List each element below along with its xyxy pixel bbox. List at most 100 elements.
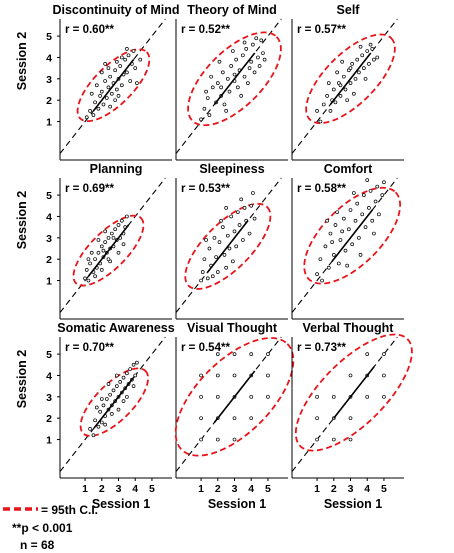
data-point bbox=[315, 394, 319, 399]
data-point bbox=[220, 225, 225, 229]
data-point bbox=[93, 274, 97, 279]
data-point bbox=[135, 360, 139, 365]
data-point bbox=[382, 352, 386, 356]
data-point bbox=[362, 66, 366, 70]
data-point bbox=[114, 59, 119, 64]
y-tick-label: 2 bbox=[46, 254, 52, 266]
x-axis-label: Session 1 bbox=[324, 497, 382, 511]
y-tick-label: 4 bbox=[46, 211, 52, 223]
r-label: r = 0.54** bbox=[181, 342, 230, 354]
data-point bbox=[219, 218, 223, 223]
data-point bbox=[330, 240, 334, 244]
data-point bbox=[239, 94, 244, 98]
data-point bbox=[106, 257, 111, 262]
fit-line bbox=[329, 52, 372, 106]
data-point bbox=[368, 188, 373, 193]
data-point bbox=[93, 257, 97, 262]
data-point bbox=[232, 72, 237, 77]
data-point bbox=[249, 59, 254, 64]
data-point bbox=[106, 235, 111, 240]
data-point bbox=[382, 373, 386, 378]
ci-ellipse bbox=[187, 31, 282, 127]
data-point bbox=[242, 206, 247, 210]
data-point bbox=[315, 272, 319, 276]
data-point bbox=[229, 214, 234, 219]
x-tick-label: 1 bbox=[82, 483, 88, 495]
data-point bbox=[215, 437, 220, 442]
data-point bbox=[315, 109, 319, 113]
data-point bbox=[101, 248, 106, 253]
data-point bbox=[83, 276, 87, 281]
y-tick-label: 3 bbox=[46, 392, 52, 404]
legend-p-label: **p < 0.001 bbox=[12, 521, 73, 535]
data-point bbox=[266, 394, 270, 399]
data-point bbox=[220, 70, 225, 75]
data-point bbox=[88, 109, 92, 113]
panel-3: Self r = 0.57** bbox=[291, 3, 404, 161]
data-point bbox=[247, 66, 252, 70]
data-point bbox=[103, 422, 107, 427]
data-point bbox=[99, 70, 104, 75]
data-point bbox=[348, 208, 353, 212]
data-point bbox=[108, 392, 112, 397]
data-point bbox=[318, 257, 323, 262]
data-point bbox=[98, 409, 102, 414]
data-point bbox=[204, 238, 208, 242]
x-tick-label: 4 bbox=[132, 483, 138, 495]
data-point bbox=[126, 53, 131, 58]
data-point bbox=[315, 416, 319, 421]
data-point bbox=[128, 79, 133, 83]
data-point bbox=[249, 203, 254, 208]
data-point bbox=[341, 74, 346, 79]
data-point bbox=[242, 40, 247, 45]
data-point bbox=[113, 68, 118, 73]
data-point bbox=[266, 373, 270, 378]
data-point bbox=[99, 268, 104, 272]
data-point bbox=[121, 399, 126, 403]
x-tick-label: 5 bbox=[265, 483, 271, 495]
data-point bbox=[109, 91, 114, 96]
y-tick-label: 5 bbox=[46, 31, 52, 43]
panel-title: Planning bbox=[90, 162, 143, 176]
x-axis-label: Session 1 bbox=[208, 497, 266, 511]
data-point bbox=[377, 212, 381, 217]
data-point bbox=[116, 250, 121, 255]
data-point bbox=[256, 55, 260, 60]
data-point bbox=[135, 81, 139, 85]
data-point bbox=[252, 70, 257, 75]
data-point bbox=[355, 201, 360, 206]
data-point bbox=[116, 94, 121, 98]
data-point bbox=[93, 100, 97, 105]
ci-ellipse bbox=[303, 186, 402, 285]
data-point bbox=[217, 59, 222, 64]
data-point bbox=[375, 55, 380, 60]
data-point bbox=[89, 91, 94, 96]
data-point bbox=[109, 231, 114, 236]
data-point bbox=[326, 265, 331, 270]
data-point bbox=[131, 384, 136, 388]
data-point bbox=[209, 74, 213, 79]
data-point bbox=[352, 91, 356, 96]
data-point bbox=[360, 212, 365, 217]
fit-line bbox=[206, 220, 249, 273]
legend-n-label: n = 68 bbox=[20, 538, 55, 552]
data-point bbox=[106, 85, 111, 90]
data-point bbox=[254, 36, 259, 41]
data-point bbox=[120, 83, 124, 88]
data-point bbox=[370, 47, 375, 51]
data-point bbox=[236, 210, 240, 215]
data-point bbox=[326, 81, 331, 85]
data-point bbox=[249, 394, 254, 399]
panel-title: Verbal Thought bbox=[303, 321, 395, 335]
data-point bbox=[251, 191, 255, 195]
data-point bbox=[244, 47, 249, 51]
data-point bbox=[210, 85, 215, 90]
data-point bbox=[210, 274, 215, 279]
y-tick-label: 5 bbox=[46, 190, 52, 202]
data-point bbox=[133, 373, 138, 378]
data-point bbox=[84, 268, 89, 272]
data-point bbox=[232, 437, 237, 442]
data-point bbox=[370, 218, 375, 223]
